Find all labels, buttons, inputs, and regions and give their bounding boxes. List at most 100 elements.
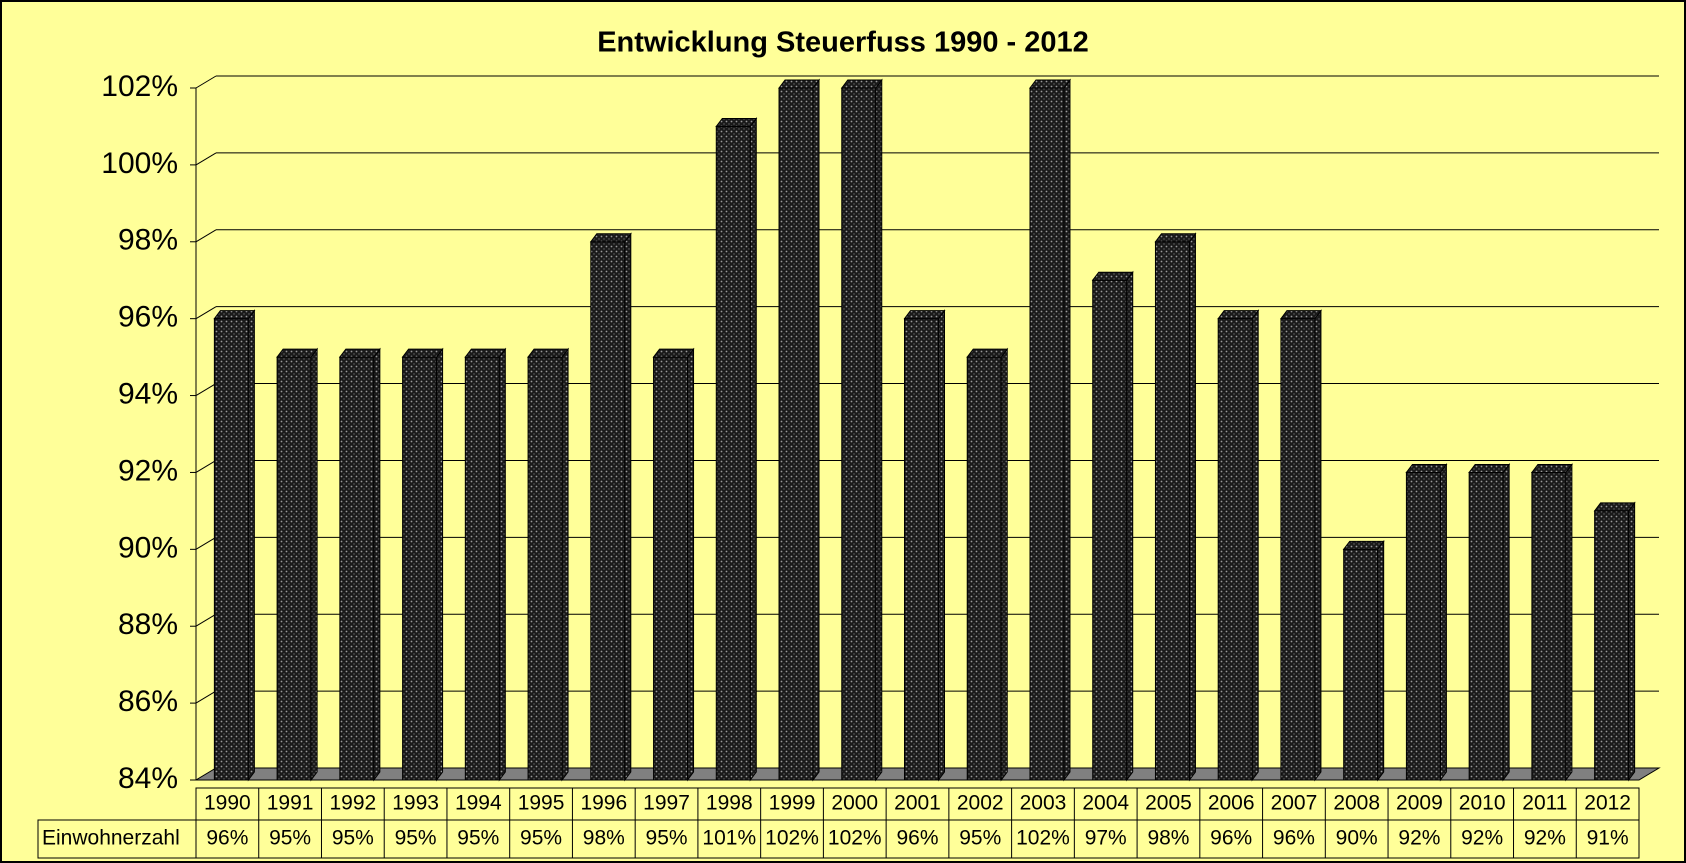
bar bbox=[339, 356, 375, 781]
data-label: 96% bbox=[1210, 827, 1252, 850]
x-tick-label: 2003 bbox=[1020, 792, 1067, 815]
bar-top bbox=[778, 79, 821, 89]
bar bbox=[1594, 510, 1630, 781]
bar-side bbox=[749, 116, 757, 782]
bar-side bbox=[812, 78, 820, 782]
bar-side bbox=[1565, 462, 1573, 782]
bar-top bbox=[903, 310, 946, 320]
bar-top bbox=[966, 348, 1009, 358]
bar bbox=[653, 356, 689, 781]
data-label: 91% bbox=[1587, 827, 1629, 850]
x-tick-label: 1993 bbox=[392, 792, 439, 815]
x-tick-label: 2009 bbox=[1396, 792, 1443, 815]
bar-top bbox=[1279, 310, 1322, 320]
bar-side bbox=[436, 347, 444, 782]
x-tick-label: 1992 bbox=[329, 792, 376, 815]
grid-line bbox=[195, 229, 217, 243]
bar bbox=[715, 125, 751, 781]
bar-top bbox=[464, 348, 507, 358]
data-label: 101% bbox=[702, 827, 756, 850]
bar-top bbox=[401, 348, 444, 358]
bar-top bbox=[1468, 463, 1511, 473]
bar bbox=[966, 356, 1002, 781]
data-label: 102% bbox=[1016, 827, 1070, 850]
x-tick-label: 2008 bbox=[1333, 792, 1380, 815]
data-label: 96% bbox=[1273, 827, 1315, 850]
x-tick-label: 1999 bbox=[769, 792, 816, 815]
x-tick-label: 1991 bbox=[267, 792, 314, 815]
y-tick-label: 88% bbox=[118, 608, 178, 641]
bar-top bbox=[213, 310, 256, 320]
y-tick-label: 102% bbox=[101, 70, 178, 103]
bar bbox=[402, 356, 438, 781]
bar bbox=[778, 87, 814, 781]
data-label: 92% bbox=[1461, 827, 1503, 850]
bar-top bbox=[1593, 502, 1636, 512]
bar-top bbox=[527, 348, 570, 358]
y-tick-label: 96% bbox=[118, 301, 178, 334]
data-label: 95% bbox=[959, 827, 1001, 850]
bar-top bbox=[715, 117, 758, 127]
bar-side bbox=[1063, 78, 1071, 782]
bar-top bbox=[1217, 310, 1260, 320]
x-tick-label: 2006 bbox=[1208, 792, 1255, 815]
bar bbox=[904, 318, 939, 781]
bar-top bbox=[840, 79, 883, 89]
y-tick-label: 84% bbox=[118, 762, 178, 795]
y-tick-label: 86% bbox=[118, 685, 178, 718]
bar bbox=[527, 356, 563, 781]
chart-title: Entwicklung Steuerfuss 1990 - 2012 bbox=[597, 27, 1089, 59]
bar bbox=[1029, 87, 1065, 781]
data-label: 92% bbox=[1524, 827, 1566, 850]
x-tick-label: 1997 bbox=[643, 792, 690, 815]
bar bbox=[1280, 318, 1316, 781]
data-label: 95% bbox=[520, 827, 562, 850]
y-tick-label: 90% bbox=[118, 531, 178, 564]
data-label: 92% bbox=[1398, 827, 1440, 850]
grid-line bbox=[195, 306, 217, 320]
x-tick-label: 1990 bbox=[204, 792, 251, 815]
bar-top bbox=[652, 348, 695, 358]
bar-side bbox=[1439, 462, 1447, 782]
bar-side bbox=[1502, 462, 1510, 782]
bar-side bbox=[1188, 232, 1196, 782]
grid-line bbox=[195, 613, 217, 627]
data-label: 97% bbox=[1085, 827, 1127, 850]
x-tick-label: 1996 bbox=[580, 792, 627, 815]
x-tick-label: 1994 bbox=[455, 792, 502, 815]
bar-side bbox=[1000, 347, 1008, 782]
data-label: 95% bbox=[395, 827, 437, 850]
x-tick-label: 2005 bbox=[1145, 792, 1192, 815]
bar bbox=[1343, 548, 1379, 781]
bar-side bbox=[1628, 501, 1636, 782]
bar bbox=[1092, 279, 1128, 781]
y-tick-label: 98% bbox=[118, 224, 178, 257]
x-tick-label: 2004 bbox=[1082, 792, 1129, 815]
bar bbox=[590, 241, 626, 781]
bar bbox=[1531, 471, 1567, 781]
bar-top bbox=[589, 233, 632, 243]
data-label: 102% bbox=[828, 827, 882, 850]
bar-side bbox=[310, 347, 318, 782]
bar-side bbox=[373, 347, 381, 782]
bar bbox=[841, 87, 877, 781]
data-label: 95% bbox=[646, 827, 688, 850]
y-tick-label: 92% bbox=[118, 454, 178, 487]
bar-side bbox=[1251, 309, 1259, 782]
bar-side bbox=[938, 309, 945, 782]
bar-side bbox=[687, 347, 695, 782]
x-tick-label: 2011 bbox=[1522, 792, 1567, 815]
data-label: 90% bbox=[1336, 827, 1378, 850]
x-tick-label: 2002 bbox=[957, 792, 1004, 815]
bar-side bbox=[1314, 309, 1322, 782]
y-tick-label: 100% bbox=[101, 147, 178, 180]
table-border bbox=[37, 819, 1640, 859]
bar-top bbox=[1405, 463, 1448, 473]
bar bbox=[464, 356, 500, 781]
data-label: 95% bbox=[332, 827, 374, 850]
x-tick-label: 2012 bbox=[1584, 792, 1631, 815]
data-label: 102% bbox=[765, 827, 819, 850]
grid-line bbox=[195, 383, 217, 396]
